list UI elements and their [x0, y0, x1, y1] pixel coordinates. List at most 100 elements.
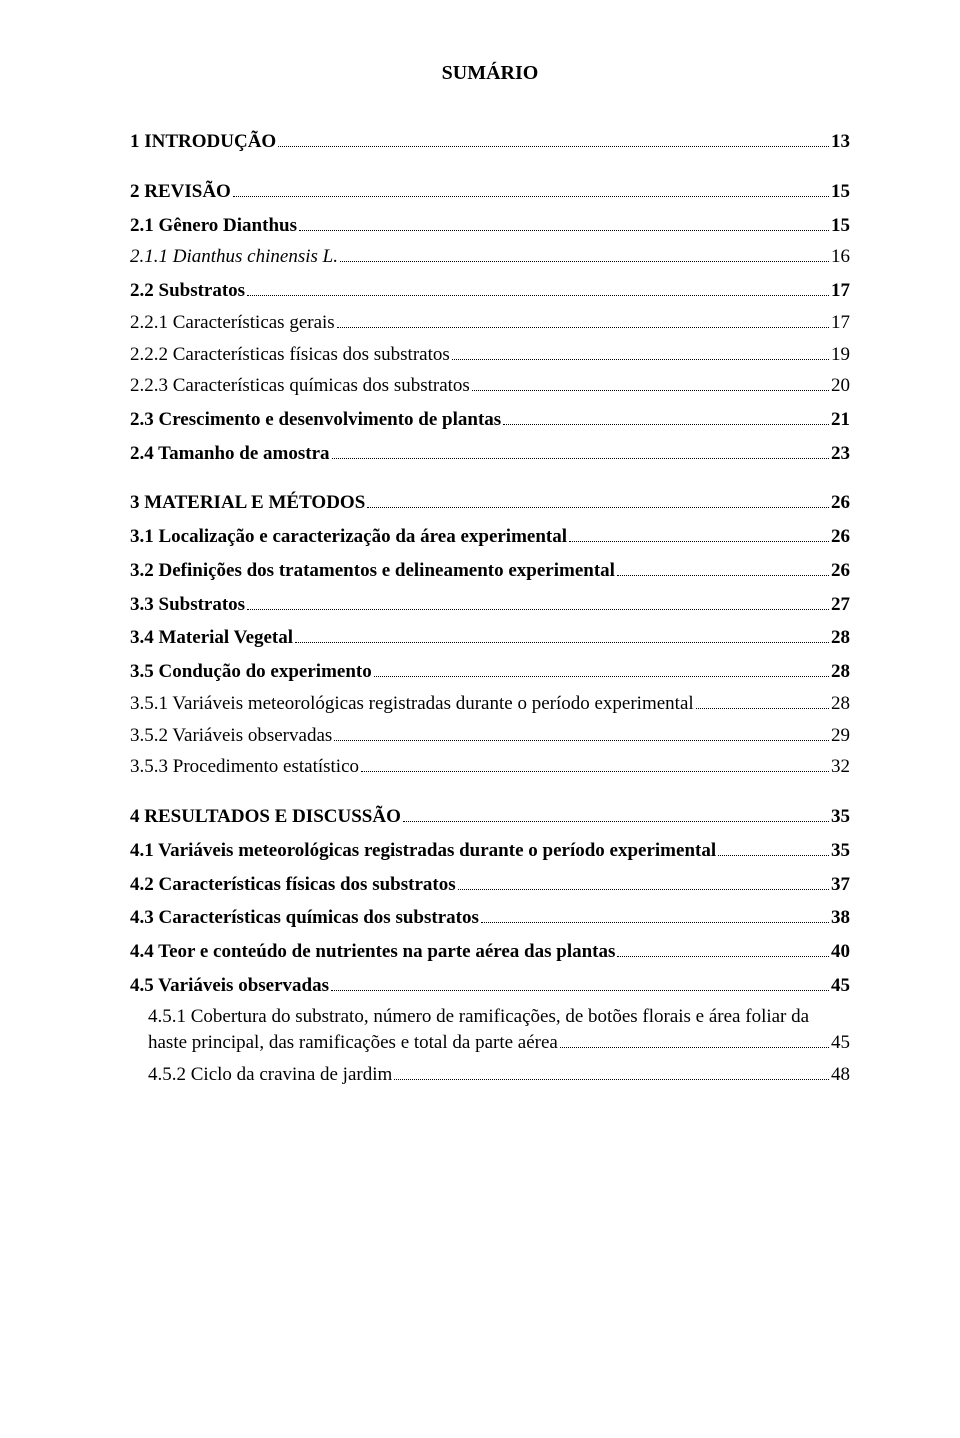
toc-page-number: 45	[831, 973, 850, 999]
toc-line: 4.2 Características físicas dos substrat…	[130, 871, 850, 897]
toc-label: 2.1.1 Dianthus chinensis L.	[130, 244, 338, 270]
toc-leader	[331, 973, 829, 991]
toc-label: 3.2 Definições dos tratamentos e delinea…	[130, 558, 615, 584]
toc-page-number: 17	[831, 310, 850, 336]
toc-leader	[696, 691, 829, 709]
toc-leader	[361, 754, 829, 772]
toc-page-number: 16	[831, 244, 850, 270]
toc-leader	[367, 490, 829, 508]
toc-entry: 1 INTRODUÇÃO 13	[130, 129, 850, 155]
toc-label: 4.1 Variáveis meteorológicas registradas…	[130, 838, 716, 864]
toc-label: 3.5.3 Procedimento estatístico	[130, 754, 359, 780]
toc-line: 3.5.2 Variáveis observadas 29	[130, 722, 850, 748]
toc-entry: 2.2.2 Características físicas dos substr…	[130, 341, 850, 367]
toc-line: 4.5.2 Ciclo da cravina de jardim 48	[148, 1062, 850, 1088]
toc-line: 4 RESULTADOS E DISCUSSÃO 35	[130, 804, 850, 830]
toc-line: 2.2.2 Características físicas dos substr…	[130, 341, 850, 367]
toc-leader	[233, 179, 829, 197]
toc-label: 4.2 Características físicas dos substrat…	[130, 872, 456, 898]
toc-page-number: 38	[831, 905, 850, 931]
toc-leader	[340, 244, 829, 262]
toc-page-number: 20	[831, 373, 850, 399]
toc-leader	[295, 625, 829, 643]
toc-entry: 3.5.2 Variáveis observadas 29	[130, 722, 850, 748]
toc-label: haste principal, das ramificações e tota…	[148, 1030, 558, 1056]
toc-leader	[247, 592, 829, 610]
toc-entry: 2.3 Crescimento e desenvolvimento de pla…	[130, 407, 850, 433]
toc-leader	[481, 905, 829, 923]
toc-page-number: 48	[831, 1062, 850, 1088]
toc-label: 4.3 Características químicas dos substra…	[130, 905, 479, 931]
toc-line: 3 MATERIAL E MÉTODOS 26	[130, 490, 850, 516]
toc-leader	[278, 129, 829, 147]
toc-line: 2.2.1 Características gerais 17	[130, 310, 850, 336]
toc-page-number: 35	[831, 838, 850, 864]
toc-leader	[458, 871, 829, 889]
toc-entry: 2.2 Substratos 17	[130, 278, 850, 304]
toc-entry: 4.5 Variáveis observadas 45	[130, 973, 850, 999]
toc-entry: 3.1 Localização e caracterização da área…	[130, 524, 850, 550]
toc-page-number: 40	[831, 939, 850, 965]
toc-line: 2.2 Substratos 17	[130, 278, 850, 304]
toc-entry: 4.2 Características físicas dos substrat…	[130, 871, 850, 897]
toc-label: 2.2 Substratos	[130, 278, 245, 304]
toc-page-number: 32	[831, 754, 850, 780]
toc-leader	[374, 659, 829, 677]
toc-label: 2.2.3 Características químicas dos subst…	[130, 373, 470, 399]
toc-entry: 3.5.1 Variáveis meteorológicas registrad…	[130, 691, 850, 717]
toc-line: 3.1 Localização e caracterização da área…	[130, 524, 850, 550]
toc-entry: 4.3 Características químicas dos substra…	[130, 905, 850, 931]
toc-line: 2.1.1 Dianthus chinensis L. 16	[130, 244, 850, 270]
page: SUMÁRIO 1 INTRODUÇÃO 132 REVISÃO 152.1 G…	[0, 0, 960, 1438]
toc-label: 3 MATERIAL E MÉTODOS	[130, 490, 365, 516]
toc-entry: 2.1 Gênero Dianthus 15	[130, 212, 850, 238]
toc-label: 3.5.2 Variáveis observadas	[130, 723, 332, 749]
toc-line: 3.5.1 Variáveis meteorológicas registrad…	[130, 691, 850, 717]
toc-leader	[472, 373, 829, 391]
toc-leader	[503, 407, 829, 425]
toc-line: 4.5 Variáveis observadas 45	[130, 973, 850, 999]
toc-leader	[299, 212, 829, 230]
toc-line: 2.3 Crescimento e desenvolvimento de pla…	[130, 407, 850, 433]
toc-label: 4.5.2 Ciclo da cravina de jardim	[148, 1062, 392, 1088]
toc-line: 3.5.3 Procedimento estatístico 32	[130, 754, 850, 780]
toc-page-number: 17	[831, 278, 850, 304]
toc-line: 4.4 Teor e conteúdo de nutrientes na par…	[130, 939, 850, 965]
toc-leader	[334, 722, 829, 740]
toc-label: 2.2.2 Características físicas dos substr…	[130, 342, 450, 368]
toc-leader	[569, 524, 829, 542]
toc-entry: 2.1.1 Dianthus chinensis L. 16	[130, 244, 850, 270]
toc-label: 2.1 Gênero Dianthus	[130, 213, 297, 239]
toc-line: 2.4 Tamanho de amostra 23	[130, 441, 850, 467]
toc-line: 3.3 Substratos 27	[130, 592, 850, 618]
toc-entry: 3.2 Definições dos tratamentos e delinea…	[130, 558, 850, 584]
toc-label: 3.4 Material Vegetal	[130, 625, 293, 651]
toc-leader	[332, 441, 829, 459]
toc-leader	[337, 310, 829, 328]
toc-entry: 2.4 Tamanho de amostra 23	[130, 441, 850, 467]
toc-line: 1 INTRODUÇÃO 13	[130, 129, 850, 155]
toc-leader	[718, 838, 829, 856]
toc-page-number: 37	[831, 872, 850, 898]
toc-label: 4 RESULTADOS E DISCUSSÃO	[130, 804, 401, 830]
toc-leader	[617, 558, 829, 576]
toc-line: 2.2.3 Características químicas dos subst…	[130, 373, 850, 399]
toc-page-number: 15	[831, 179, 850, 205]
toc-line: haste principal, das ramificações e tota…	[148, 1030, 850, 1056]
toc-line: 2 REVISÃO 15	[130, 179, 850, 205]
toc-entry: 2.2.1 Características gerais 17	[130, 310, 850, 336]
toc-page-number: 26	[831, 558, 850, 584]
toc-line: 4.3 Características químicas dos substra…	[130, 905, 850, 931]
toc-label: 3.1 Localização e caracterização da área…	[130, 524, 567, 550]
toc-label: 2.2.1 Características gerais	[130, 310, 335, 336]
toc-entry: 4.4 Teor e conteúdo de nutrientes na par…	[130, 939, 850, 965]
toc-label: 2 REVISÃO	[130, 179, 231, 205]
toc-entry: 2.2.3 Características químicas dos subst…	[130, 373, 850, 399]
toc-leader	[617, 939, 829, 957]
toc-leader	[560, 1030, 829, 1048]
toc-entry: 3 MATERIAL E MÉTODOS 26	[130, 490, 850, 516]
toc-label: 4.5.1 Cobertura do substrato, número de …	[148, 1004, 850, 1030]
toc-page-number: 28	[831, 691, 850, 717]
toc-entry: 4 RESULTADOS E DISCUSSÃO 35	[130, 804, 850, 830]
toc-page-number: 23	[831, 441, 850, 467]
